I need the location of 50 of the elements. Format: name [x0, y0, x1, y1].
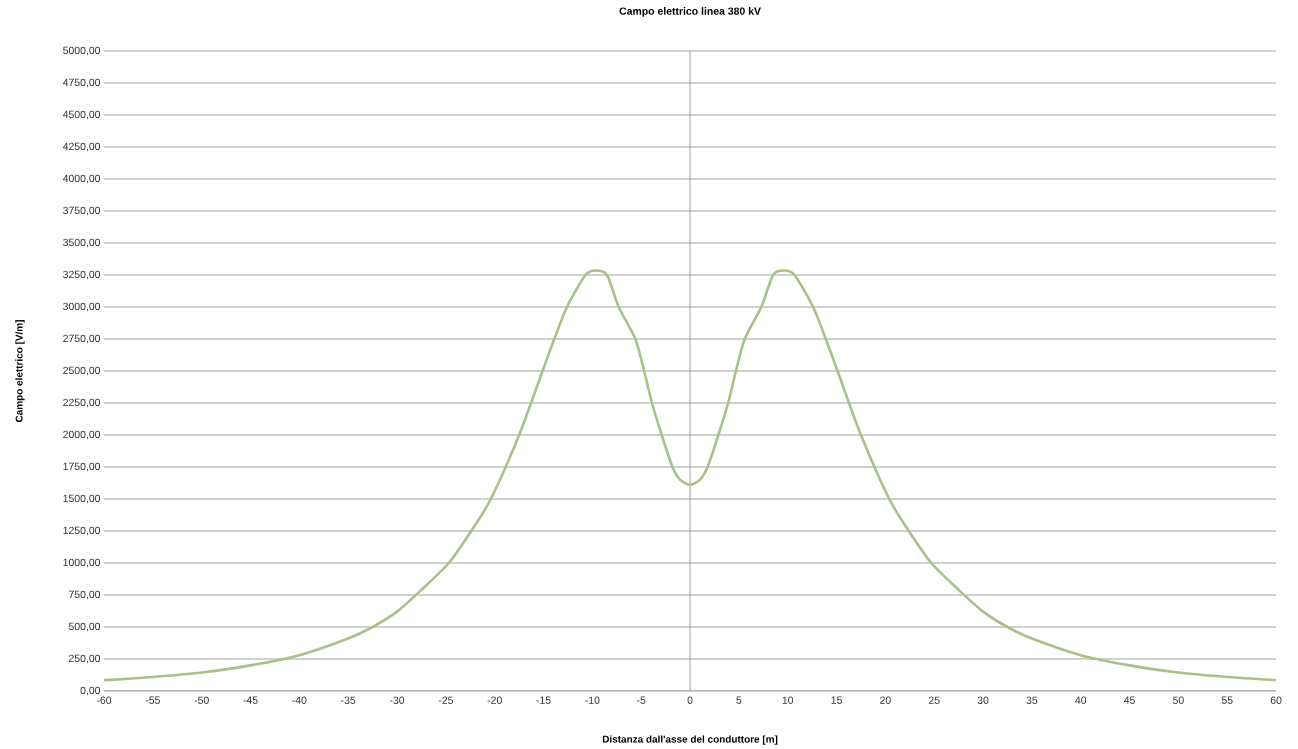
x-tick-label: -55 — [145, 696, 160, 704]
x-tick-label: -25 — [438, 696, 453, 704]
chart-title: Campo elettrico linea 380 kV — [619, 7, 761, 17]
x-tick-label: -40 — [292, 696, 307, 704]
y-tick-label: 3000,00 — [63, 302, 101, 312]
y-tick-label: 1750,00 — [63, 462, 101, 472]
x-tick-label: 40 — [1075, 696, 1087, 704]
y-tick-label: 1500,00 — [63, 494, 101, 504]
x-tick-label: 60 — [1270, 696, 1282, 704]
y-tick-label: 750,00 — [69, 590, 101, 600]
y-tick-label: 4250,00 — [62, 142, 101, 152]
y-tick-label: 500,00 — [68, 622, 101, 632]
x-tick-label: -5 — [637, 696, 646, 704]
line-series — [104, 269, 1277, 682]
y-tick-label: 3500,00 — [63, 238, 101, 248]
x-tick-label: 20 — [880, 696, 891, 704]
x-tick-label: 15 — [831, 696, 842, 704]
x-tick-label: 45 — [1123, 696, 1135, 704]
y-tick-label: 3250,00 — [63, 270, 101, 280]
x-tick-label: 10 — [782, 696, 794, 704]
x-tick-label: 30 — [977, 696, 989, 704]
x-tick-label: 55 — [1221, 696, 1233, 704]
x-tick-label: 35 — [1026, 696, 1038, 704]
x-axis-title: Distanza dall'asse del conduttore [m] — [602, 735, 778, 745]
y-tick-label: 3750,00 — [63, 206, 101, 216]
y-tick-label: 4750,00 — [62, 78, 101, 88]
x-tick-label: -15 — [536, 696, 551, 704]
x-tick-label: 0 — [687, 696, 693, 704]
x-tick-label: -45 — [243, 696, 258, 704]
x-tick-label: 50 — [1173, 696, 1184, 704]
y-tick-label: 4500,00 — [62, 110, 101, 120]
y-tick-label: 0,00 — [80, 686, 101, 696]
y-tick-label: 5000,00 — [63, 46, 101, 56]
x-tick-label: -60 — [96, 696, 112, 704]
y-tick-label: 1250,00 — [63, 526, 101, 536]
y-tick-label: 1000,00 — [63, 558, 101, 568]
y-tick-label: 2750,00 — [63, 334, 101, 344]
y-tick-label: 2500,00 — [63, 366, 101, 376]
y-tick-label: 2000,00 — [63, 430, 101, 440]
x-tick-label: -50 — [194, 696, 209, 704]
x-tick-label: -30 — [389, 696, 405, 704]
x-tick-label: -35 — [341, 696, 356, 704]
x-tick-label: -10 — [585, 696, 600, 704]
y-axis-title: Campo elettrico [V/m] — [15, 320, 25, 423]
y-tick-label: 250,00 — [69, 654, 101, 664]
x-tick-label: 25 — [928, 696, 940, 704]
x-tick-label: -20 — [487, 696, 502, 704]
y-tick-label: 4000,00 — [62, 174, 101, 184]
y-tick-label: 2250,00 — [63, 398, 101, 408]
x-tick-label: 5 — [736, 696, 742, 704]
